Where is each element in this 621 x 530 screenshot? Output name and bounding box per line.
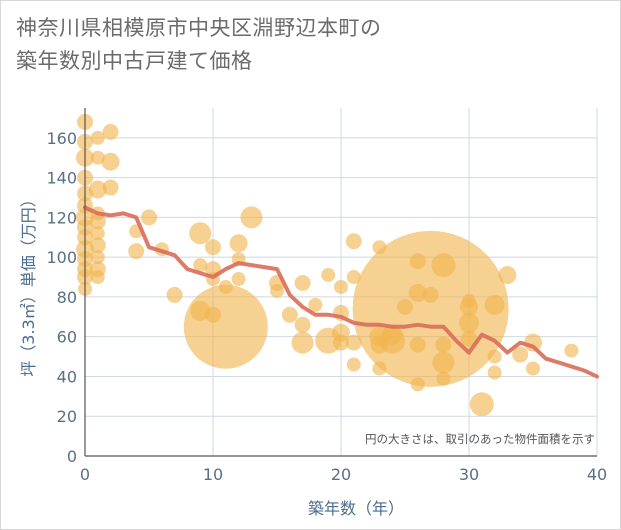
data-bubble xyxy=(270,283,284,298)
x-tick-label: 20 xyxy=(331,465,351,484)
trend-line-layer xyxy=(83,205,599,379)
y-tick-label: 40 xyxy=(57,367,77,386)
data-bubble xyxy=(90,226,105,241)
data-bubble xyxy=(345,233,362,250)
data-bubble xyxy=(469,392,494,417)
data-bubble xyxy=(526,361,540,376)
data-bubble xyxy=(422,286,439,303)
y-tick-label: 60 xyxy=(57,328,77,347)
x-tick-label: 0 xyxy=(80,465,90,484)
data-bubble xyxy=(128,243,145,260)
data-bubble xyxy=(231,272,246,287)
tick-label-layer: 0 20 40 60 80 100 120 140 160 0 10 20 30 40 xyxy=(46,129,607,484)
data-bubble xyxy=(102,179,119,196)
data-bubble xyxy=(183,284,268,369)
data-bubble xyxy=(512,346,529,363)
data-bubble xyxy=(229,234,248,253)
data-bubble xyxy=(102,123,119,140)
data-bubble xyxy=(435,336,452,353)
data-bubble xyxy=(88,180,107,199)
data-bubble xyxy=(431,253,456,278)
data-bubble xyxy=(334,279,348,294)
data-bubble xyxy=(487,349,502,364)
data-bubble xyxy=(101,152,120,171)
data-bubble xyxy=(193,258,208,273)
data-bubble xyxy=(218,279,233,294)
data-bubble xyxy=(352,230,509,387)
data-bubble xyxy=(294,316,311,333)
axis-layer xyxy=(84,108,597,457)
y-tick-label: 160 xyxy=(46,129,77,148)
data-bubble xyxy=(240,206,263,229)
data-bubble xyxy=(564,343,579,358)
y-tick-label: 120 xyxy=(46,208,77,227)
data-bubble xyxy=(294,274,311,291)
data-bubble xyxy=(333,334,349,351)
data-bubble xyxy=(141,209,157,226)
y-tick-label: 0 xyxy=(67,447,77,466)
data-bubble xyxy=(291,331,314,354)
x-tick-label: 30 xyxy=(459,465,479,484)
data-bubble xyxy=(90,150,105,165)
data-bubble xyxy=(166,286,183,303)
x-tick-label: 40 xyxy=(587,465,607,484)
chart-title: 神奈川県相模原市中央区淵野辺本町の 築年数別中古戸建て価格 xyxy=(16,12,576,78)
data-bubble xyxy=(346,357,361,372)
data-bubble xyxy=(487,365,502,380)
chart-title-line-2: 築年数別中古戸建て価格 xyxy=(16,49,253,73)
data-bubble xyxy=(89,237,106,254)
data-bubble xyxy=(321,268,336,283)
data-bubble xyxy=(460,297,478,316)
data-bubble xyxy=(89,213,106,230)
data-bubble xyxy=(90,250,105,265)
bubble-size-note: 円の大きさは、取引のあった物件面積を示す xyxy=(365,432,595,446)
data-bubble xyxy=(205,239,221,256)
y-tick-label: 140 xyxy=(46,169,77,188)
x-axis-title: 築年数（年） xyxy=(308,499,404,518)
x-tick-label: 10 xyxy=(203,465,223,484)
chart-title-line-1: 神奈川県相模原市中央区淵野辺本町の xyxy=(16,16,382,40)
data-bubble xyxy=(432,351,455,374)
data-bubble xyxy=(281,306,298,323)
data-bubble xyxy=(484,294,505,315)
data-bubble xyxy=(90,270,105,285)
data-bubble xyxy=(189,222,212,245)
data-bubble xyxy=(498,266,517,285)
y-tick-label: 100 xyxy=(46,248,77,267)
y-tick-label: 80 xyxy=(57,288,77,307)
average-price-line xyxy=(83,205,599,379)
y-axis-title: 坪（3.3㎡）単価（万円） xyxy=(19,191,38,376)
data-bubble xyxy=(436,371,451,386)
data-bubble xyxy=(308,297,323,312)
bubble-layer xyxy=(76,113,579,417)
y-tick-label: 20 xyxy=(57,407,77,426)
data-bubble xyxy=(90,130,105,145)
data-bubble xyxy=(461,330,477,347)
data-bubble xyxy=(346,270,361,285)
data-bubble xyxy=(345,334,362,351)
data-bubble xyxy=(459,312,479,333)
